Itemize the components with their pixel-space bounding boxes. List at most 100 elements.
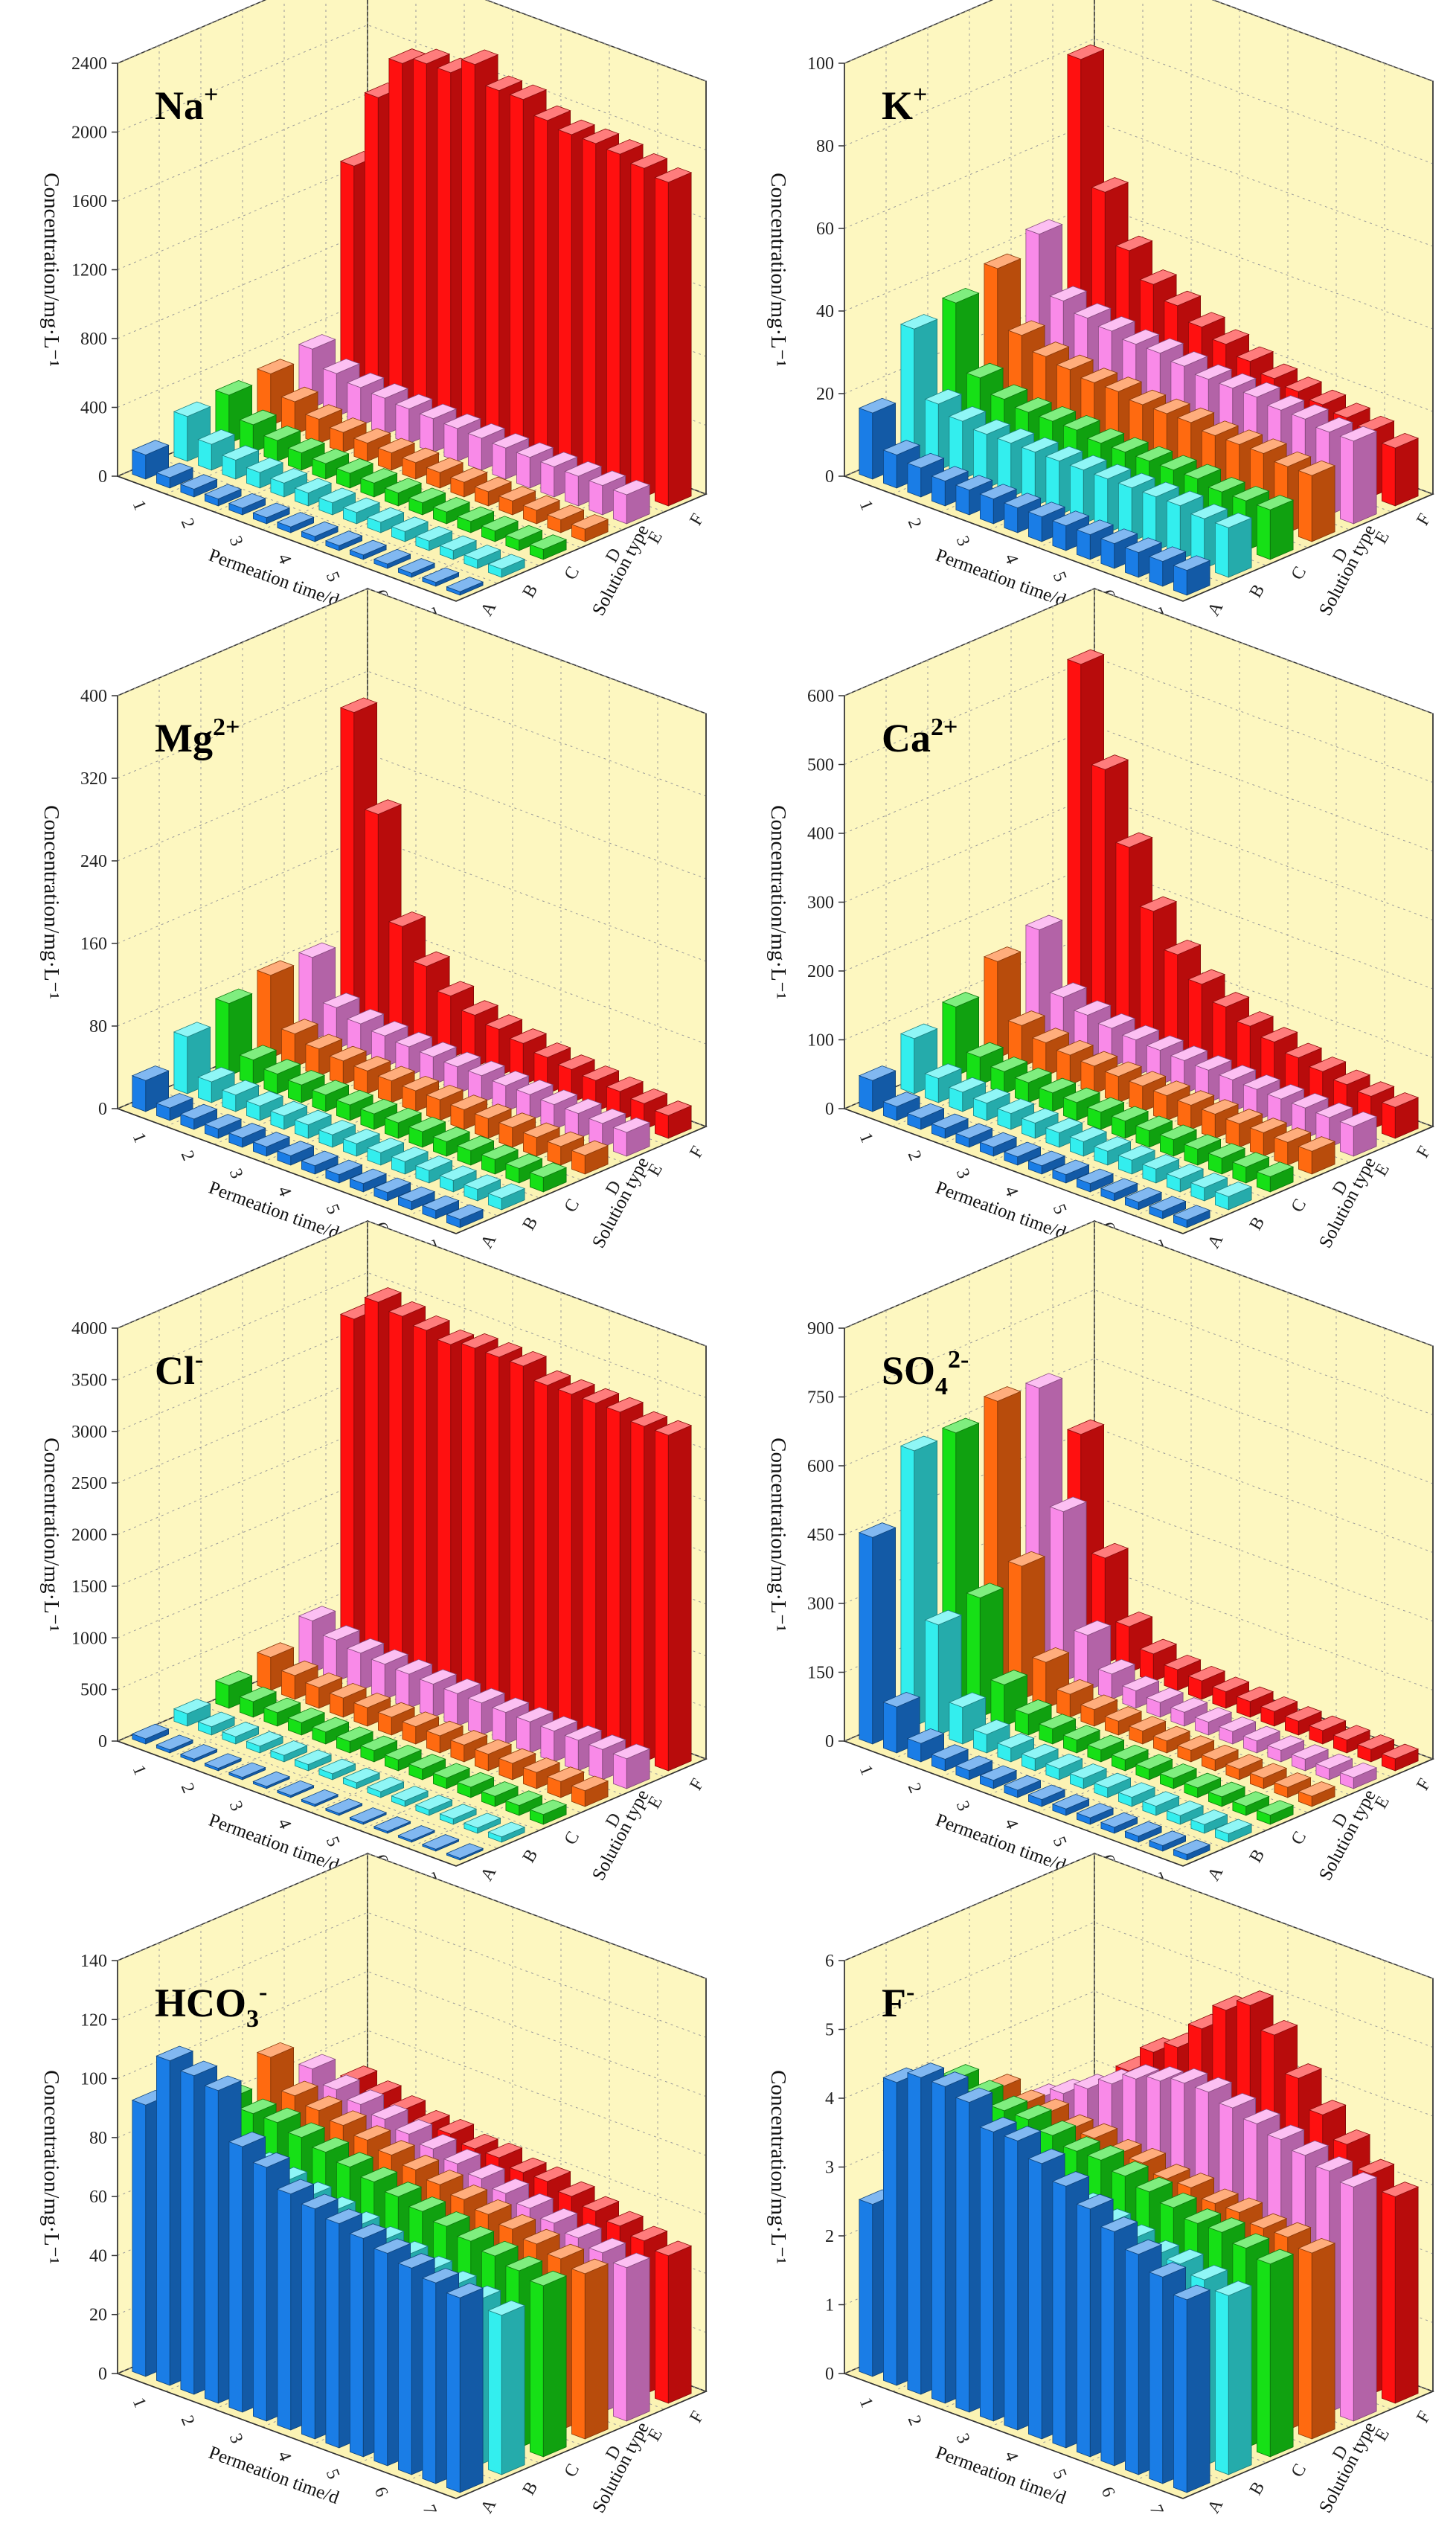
bars — [858, 44, 1420, 596]
x-axis-label: Permeation time/d — [206, 545, 342, 611]
x-axis-label: Permeation time/d — [933, 2443, 1069, 2508]
bar-cl-C-9 — [408, 1754, 446, 1781]
chart-panel-na: 0 400 800 1200 1600 2000 2400 Concentration/mg·… — [39, 0, 708, 621]
bar-na-C-6 — [336, 458, 374, 489]
bar-k-C-14 — [1256, 495, 1295, 560]
y-tick-4: 4 — [825, 2089, 834, 2109]
bar-ca-B-14 — [1214, 1182, 1253, 1211]
bar-so4-A-5 — [955, 1755, 993, 1781]
z-tick-C: C — [561, 2461, 584, 2481]
bar-na-A-12 — [397, 558, 436, 578]
bar-na-D-9 — [449, 467, 488, 498]
bar-so4-F-13 — [1356, 1734, 1395, 1763]
y-tick-labels: 0 20 40 60 80 100 — [807, 54, 844, 487]
z-tick-B: B — [1246, 581, 1269, 601]
bar-cl-A-13 — [421, 1834, 460, 1852]
bar-so4-C-5 — [1038, 1714, 1077, 1745]
bar-ca-A-8 — [1027, 1150, 1066, 1175]
x-tick-1: 2 — [904, 1781, 926, 1796]
bar-cl-D-9 — [449, 1730, 488, 1763]
bar-k-E-14 — [1339, 426, 1378, 525]
x-tick-4: 5 — [322, 569, 344, 585]
x-tick-3: 4 — [274, 551, 295, 567]
bar-mg-B-3 — [221, 1080, 260, 1112]
bar-ca-A-13 — [1148, 1196, 1187, 1219]
bar-ca-C-10 — [1159, 1124, 1198, 1157]
bar-hco3-B-14 — [487, 2300, 526, 2475]
y-tick-3: 1200 — [71, 261, 107, 281]
bar-mg-A-12 — [397, 1186, 436, 1211]
bar-so4-F-6 — [1187, 1665, 1226, 1700]
y-tick-4: 1600 — [71, 192, 107, 211]
bar-cl-C-3 — [263, 1697, 301, 1727]
bar-so4-C-10 — [1159, 1763, 1198, 1789]
bar-so4-E-11 — [1266, 1735, 1305, 1763]
y-axis-label: Concentration/mg·L⁻¹ — [39, 173, 63, 367]
ion-sup: + — [204, 81, 218, 109]
bar-cl-B-7 — [318, 1758, 356, 1781]
bar-mg-B-11 — [414, 1156, 453, 1184]
bar-ca-C-13 — [1231, 1152, 1270, 1184]
y-tick-1: 150 — [807, 1664, 834, 1683]
z-tick-C: C — [561, 563, 584, 583]
bar-cl-B-3 — [221, 1721, 260, 1745]
y-tick-6: 6 — [825, 1952, 834, 1971]
ion-base: HCO — [155, 1981, 246, 2025]
bar-cl-C-6 — [336, 1726, 374, 1754]
z-tick-F: F — [686, 510, 708, 529]
y-tick-4: 400 — [807, 824, 834, 844]
bar-cl-A-4 — [204, 1753, 243, 1772]
y-tick-6: 900 — [807, 1319, 834, 1339]
bar-na-A-3 — [179, 474, 218, 498]
bar-so4-B-9 — [1093, 1772, 1132, 1798]
ion-label: HCO3- — [155, 1978, 267, 2033]
y-tick-4: 320 — [80, 769, 107, 789]
bar-so4-C-12 — [1208, 1781, 1246, 1807]
bar-mg-B-12 — [439, 1165, 478, 1193]
y-tick-3: 300 — [807, 894, 834, 913]
y-tick-1: 400 — [80, 399, 107, 418]
bar-mg-A-14 — [446, 1204, 484, 1228]
bar-ca-B-5 — [996, 1098, 1035, 1130]
bar-na-C-14 — [529, 534, 568, 560]
ion-label: F- — [882, 1978, 914, 2025]
x-tick-0: 1 — [856, 1763, 877, 1778]
x-tick-3: 4 — [274, 1816, 295, 1832]
bar-mg-C-11 — [456, 1135, 495, 1166]
bar-so4-E-7 — [1170, 1697, 1208, 1727]
y-tick-0: 0 — [825, 1732, 834, 1751]
x-axis-label: Permeation time/d — [933, 545, 1069, 611]
y-tick-1: 1 — [825, 2296, 834, 2315]
bar-na-C-12 — [481, 516, 519, 542]
bar-ca-C-14 — [1256, 1161, 1295, 1193]
x-axis-label: Permeation time/d — [933, 1178, 1069, 1243]
bar-mg-B-8 — [342, 1129, 381, 1157]
bar-na-A-13 — [421, 567, 460, 587]
bar-na-C-10 — [432, 496, 471, 525]
bar-mg-B-4 — [246, 1091, 284, 1121]
bar-na-D-5 — [353, 428, 391, 462]
y-tick-7: 3500 — [71, 1371, 107, 1390]
bar-ca-A-9 — [1051, 1159, 1090, 1184]
bar-cl-C-12 — [481, 1781, 519, 1807]
bar-na-C-13 — [504, 525, 543, 551]
x-tick-2: 3 — [952, 2431, 974, 2446]
y-tick-5: 100 — [807, 54, 834, 74]
bar-f-C-14 — [1256, 2249, 1295, 2458]
bar-so4-B-8 — [1069, 1763, 1108, 1789]
bar-ca-B-11 — [1141, 1154, 1180, 1184]
bar-cl-E-14 — [612, 1743, 651, 1789]
z-tick-A: A — [477, 1863, 501, 1885]
x-axis-label: Permeation time/d — [206, 1178, 342, 1243]
y-tick-5: 750 — [807, 1388, 834, 1408]
bars — [858, 1990, 1420, 2493]
y-tick-0: 0 — [98, 1100, 107, 1119]
bar-ca-C-12 — [1208, 1143, 1246, 1175]
bar-ca-A-10 — [1076, 1168, 1115, 1193]
bar-na-A-11 — [373, 548, 411, 569]
bar-so4-A-14 — [1173, 1839, 1211, 1861]
y-tick-labels: 0 100 200 300 400 500 600 — [807, 687, 844, 1119]
bar-so4-C-9 — [1135, 1754, 1173, 1781]
x-tick-6: 7 — [419, 2502, 440, 2518]
